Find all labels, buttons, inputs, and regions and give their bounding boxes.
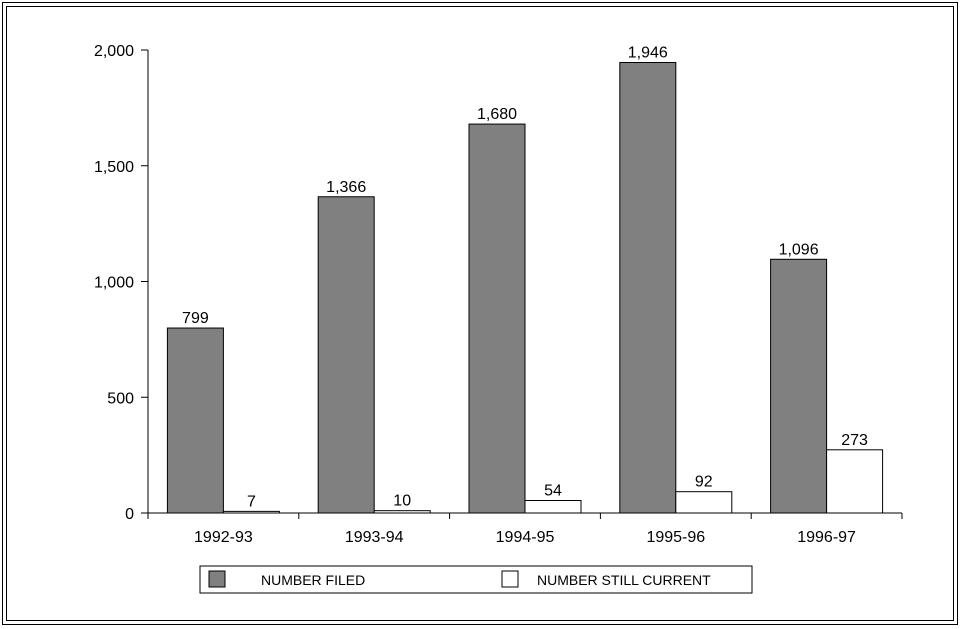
data-label: 273: [841, 432, 868, 449]
bar-number-still-current: [675, 491, 733, 514]
x-tick-label: 1994-95: [496, 529, 555, 546]
bars: 799 7 1,366 10 1,680 54 1,946 92 1,096 273: [166, 45, 884, 514]
data-label: 7: [247, 493, 256, 510]
data-label: 10: [393, 493, 411, 510]
x-tick-label: 1993-94: [345, 529, 404, 546]
y-tick-label: 1,000: [94, 275, 134, 292]
bar-number-still-current: [373, 510, 431, 514]
bar-number-still-current: [222, 510, 280, 514]
bar-number-filed: [468, 123, 526, 514]
x-tick-label: 1992-93: [194, 529, 253, 546]
legend-label-number-still-current: NUMBER STILL CURRENT: [537, 572, 711, 588]
legend-swatch-number-filed: [208, 570, 226, 588]
x-tick-label: 1996-97: [797, 529, 856, 546]
y-axis: 0 500 1,000 1,500 2,000: [94, 43, 149, 523]
data-label: 92: [695, 474, 713, 491]
bar-number-filed: [770, 258, 828, 514]
x-tick-label: 1995-96: [646, 529, 705, 546]
legend-swatch-number-still-current: [501, 570, 519, 588]
y-tick-label: 500: [107, 390, 134, 407]
legend-box: [199, 565, 753, 594]
bar-number-filed: [619, 62, 677, 514]
data-label: 54: [544, 482, 562, 499]
y-tick-label: 0: [125, 506, 134, 523]
legend: NUMBER FILED NUMBER STILL CURRENT: [199, 565, 753, 594]
data-label: 1,096: [779, 241, 819, 258]
y-tick-label: 1,500: [94, 159, 134, 176]
x-axis: 1992-93 1993-94 1994-95 1995-96 1996-97: [147, 512, 903, 546]
bar-number-still-current: [826, 449, 884, 514]
bar-number-still-current: [524, 499, 582, 514]
data-label: 1,946: [628, 45, 668, 62]
data-label: 1,366: [326, 179, 366, 196]
data-label: 1,680: [477, 106, 517, 123]
y-tick-label: 2,000: [94, 43, 134, 60]
data-label: 799: [182, 310, 209, 327]
inner-frame: [6, 6, 954, 621]
bar-number-filed: [166, 327, 224, 514]
bar-number-filed: [317, 196, 375, 514]
legend-label-number-filed: NUMBER FILED: [261, 572, 365, 588]
